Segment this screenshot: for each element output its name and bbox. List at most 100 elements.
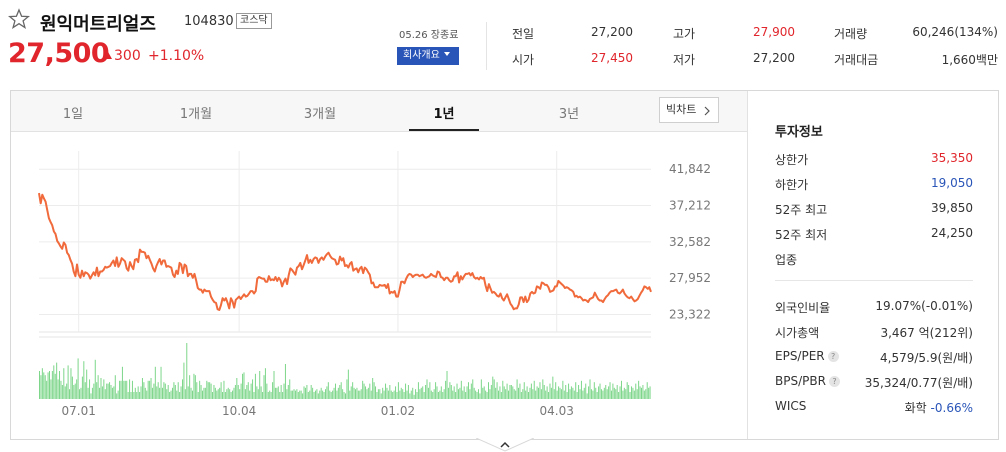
market-cap-value: 3,467 (880, 326, 915, 340)
volume-bar (160, 366, 162, 399)
volume-bar (582, 390, 584, 399)
volume-bar (66, 383, 68, 399)
volume-bar (549, 383, 551, 399)
foreign-ratio: 19.07%(-0.01%) (875, 299, 973, 313)
tab-1month[interactable]: 1개월 (179, 107, 213, 122)
volume-bar (214, 387, 216, 399)
volume-bar (630, 386, 632, 399)
volume-bar (598, 386, 600, 399)
volume-bar (383, 390, 385, 399)
lower-limit-value: 19,050 (931, 176, 973, 190)
volume-bar (419, 389, 421, 399)
volume-bar (498, 390, 500, 399)
volume-bar (640, 387, 642, 399)
volume-bar (149, 380, 151, 399)
chevron-right-icon (704, 106, 710, 116)
help-icon[interactable]: ? (828, 376, 840, 387)
volume-bar (385, 383, 387, 399)
volume-bar (74, 383, 76, 399)
volume-bar (526, 386, 528, 399)
volume-bar (49, 371, 51, 399)
volume-bar (114, 375, 116, 399)
volume-bar (90, 393, 92, 399)
volume-bar (223, 380, 225, 399)
volume-bar (513, 389, 515, 399)
volume-bar (457, 389, 459, 399)
investment-info-panel: 투자정보 상한가 35,350 하한가 19,050 52주 최고 39,850 52… (747, 91, 998, 439)
favorite-star-icon[interactable] (8, 8, 30, 30)
volume-bar (61, 385, 63, 399)
volume-bar (485, 390, 487, 399)
y-tick-label: 37,212 (669, 199, 711, 213)
volume-bar (274, 387, 276, 399)
volume-bar (287, 385, 289, 399)
low-52w-label: 52주 최저 (775, 228, 828, 242)
volume-bar (133, 392, 135, 399)
volume-bar (111, 387, 113, 399)
volume-bar (227, 387, 229, 399)
volume-bar (487, 382, 489, 399)
eps-per-label: EPS/PER (775, 349, 825, 363)
volume-bar (586, 393, 588, 399)
volume-bar (283, 383, 285, 399)
help-icon[interactable]: ? (827, 351, 839, 362)
volume-bar (476, 392, 478, 399)
volume-bar (252, 379, 254, 399)
volume-bar (279, 392, 281, 399)
open-value: 27,450 (591, 51, 633, 65)
volume-bar (588, 386, 590, 399)
volume-bar (422, 386, 424, 399)
volume-bar (284, 364, 286, 399)
volume-bar (73, 385, 75, 399)
volume-bar (94, 359, 96, 399)
stock-name: 원익머트리얼즈 (40, 14, 156, 35)
volume-bar (499, 386, 501, 399)
volume-bar (346, 379, 348, 399)
volume-bar (373, 382, 375, 399)
eps-per: 4,579/5.9(원/배) (880, 349, 973, 366)
volume-bar (89, 379, 91, 399)
tab-3month[interactable]: 3개월 (303, 107, 337, 122)
x-tick-label: 10.04 (222, 404, 256, 418)
volume-bar (545, 390, 547, 399)
volume-bar (110, 385, 112, 399)
price-chart[interactable]: 41,842 37,212 32,582 27,952 23,322 07.01 10.04… (11, 133, 747, 439)
volume-bar (150, 378, 152, 399)
volume-bar (56, 362, 58, 399)
high-52w-row: 52주 최고 39,850 (775, 201, 973, 218)
tab-1year[interactable]: 1년 (433, 107, 455, 122)
tab-1day[interactable]: 1일 (62, 107, 84, 122)
volume-bar (236, 378, 238, 399)
chevron-up-icon (500, 441, 510, 448)
volume-bar (353, 387, 355, 399)
fold-toggle[interactable] (476, 438, 534, 452)
volume-bar (546, 386, 548, 399)
tab-3year[interactable]: 3년 (558, 107, 580, 122)
volume-bar (206, 380, 208, 399)
volume-bar (202, 390, 204, 399)
wics-row: WICS 화학 -0.66% (775, 399, 973, 415)
company-overview-button[interactable]: 회사개요 (397, 47, 459, 65)
volume-bar (299, 390, 301, 399)
volume-label: 거래량 (834, 27, 868, 41)
volume-bar (553, 389, 555, 399)
volume-bar (51, 371, 53, 399)
volume-bar (76, 379, 78, 399)
volume-bar (83, 361, 85, 399)
volume-bar (170, 390, 172, 399)
volume-bar (260, 386, 262, 399)
volume-bar (423, 392, 425, 399)
trade-amount-value: 1,660백만 (941, 53, 998, 67)
volume-bar (59, 371, 61, 399)
volume-bar (406, 390, 408, 399)
volume-bar (120, 380, 122, 399)
big-chart-button[interactable]: 빅차트 (659, 97, 719, 123)
volume-bar (639, 386, 641, 399)
volume-bar (566, 392, 568, 399)
low-value: 27,200 (753, 51, 795, 65)
low-label: 저가 (673, 53, 696, 67)
lower-limit-row: 하한가 19,050 (775, 176, 973, 193)
volume-bar (40, 375, 42, 399)
divider (486, 22, 487, 70)
volume-bar (403, 392, 405, 399)
